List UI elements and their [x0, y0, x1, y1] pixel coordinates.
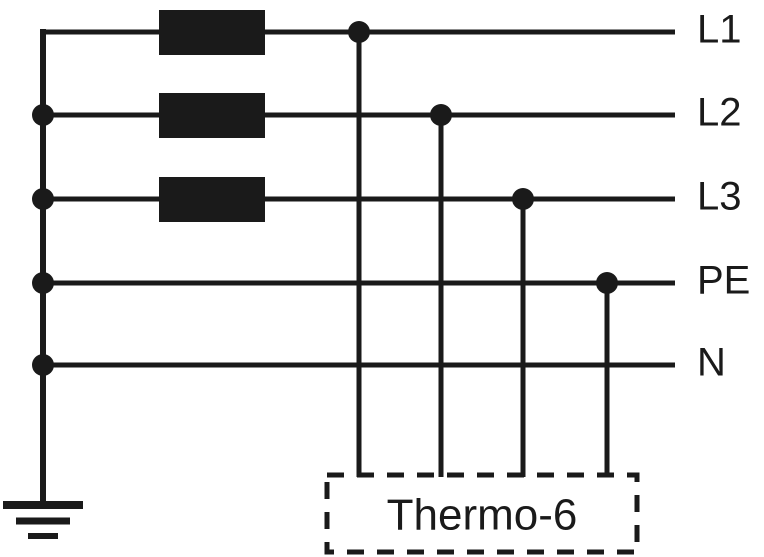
rail-label-L2: L2	[697, 91, 742, 135]
thermo6-device-box[interactable]	[324, 472, 640, 555]
resistor-L1	[159, 10, 265, 55]
bus-node-L2	[32, 104, 54, 126]
resistor-L3	[159, 177, 265, 222]
thermo6-device-label: Thermo-6	[387, 491, 578, 540]
rail-label-L3: L3	[697, 175, 742, 219]
tap-node-L1	[348, 21, 370, 43]
tap-node-L3	[512, 188, 534, 210]
bus-node-L3	[32, 188, 54, 210]
bus-node-N	[32, 354, 54, 376]
rail-label-L1: L1	[697, 8, 742, 52]
tap-node-PE	[596, 272, 618, 294]
earth-ground-symbol	[3, 501, 83, 539]
rail-label-N: N	[697, 341, 726, 385]
bus-node-PE	[32, 272, 54, 294]
resistor-L2	[159, 93, 265, 138]
rail-label-PE: PE	[697, 259, 750, 303]
tap-node-L2	[430, 104, 452, 126]
